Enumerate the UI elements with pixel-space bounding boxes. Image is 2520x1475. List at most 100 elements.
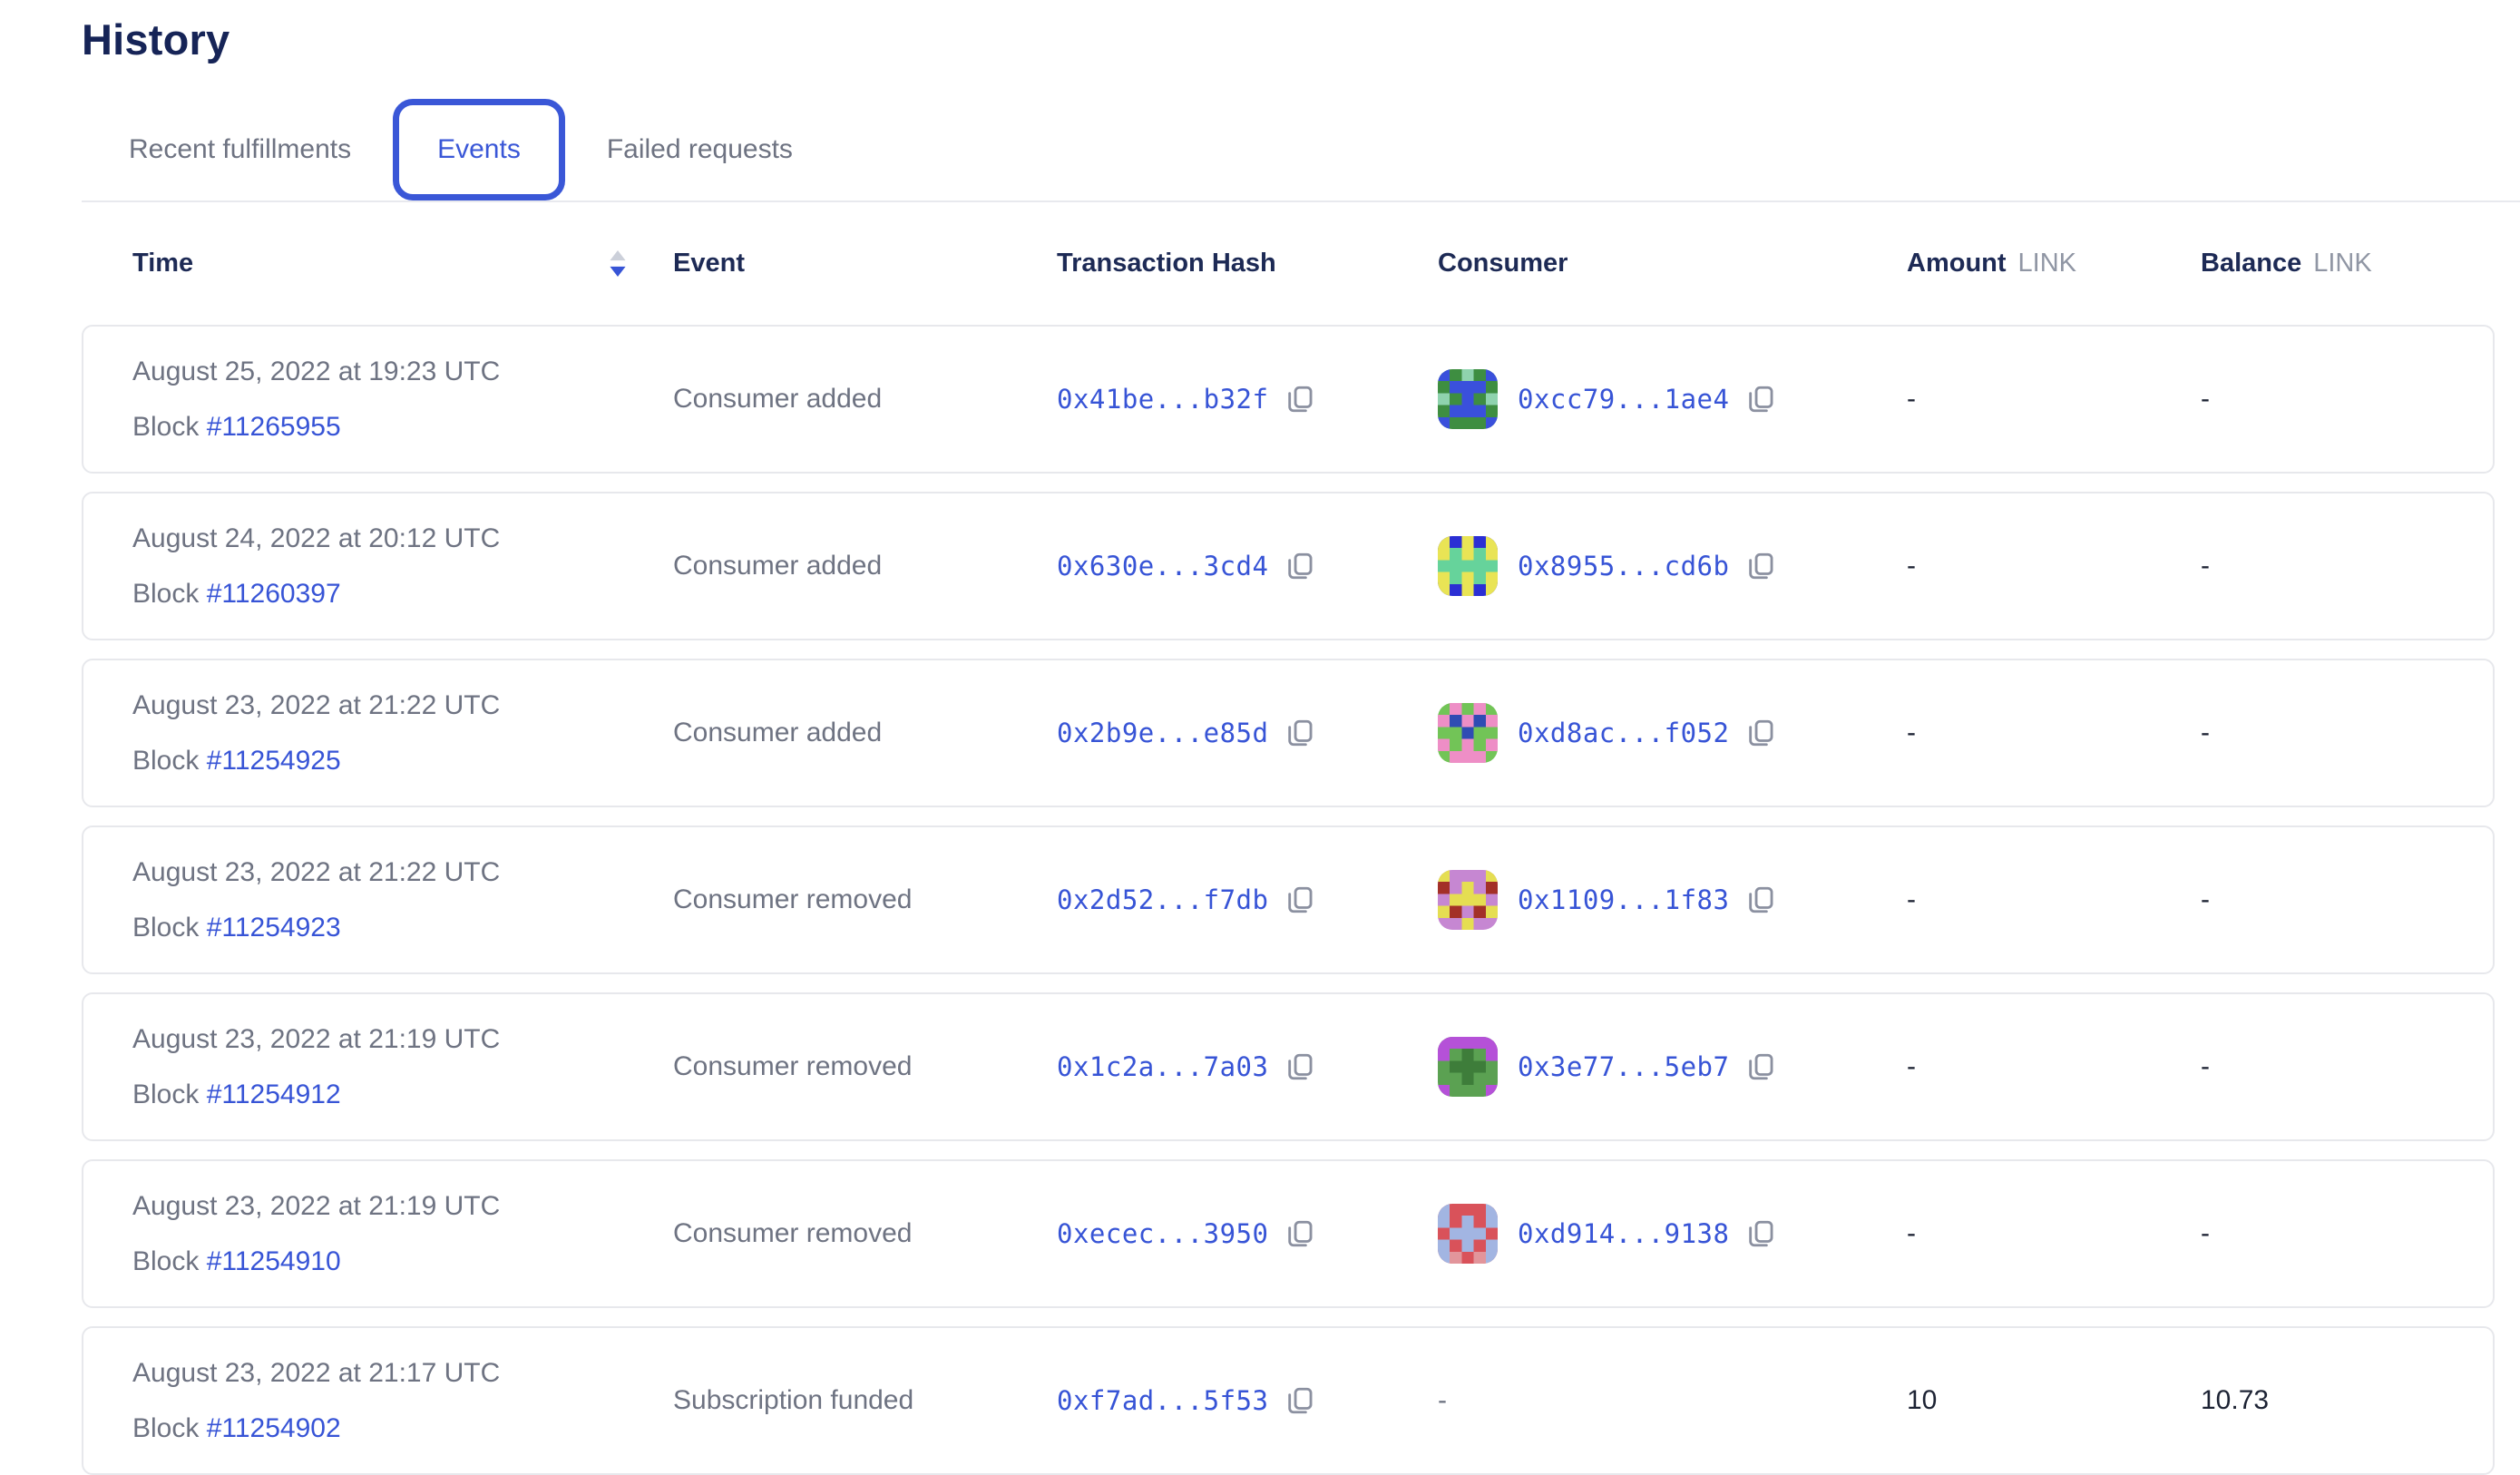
column-header-amount: Amount LINK <box>1907 249 2077 278</box>
time-cell: August 23, 2022 at 21:19 UTC Block #1125… <box>132 1191 673 1277</box>
transaction-hash-link[interactable]: 0x2d52...f7db <box>1057 884 1269 915</box>
copy-transaction-hash-icon[interactable] <box>1284 1218 1315 1249</box>
table-header-row: Time Event Transaction Hash Consumer Amo… <box>82 202 2495 325</box>
balance-cell: - <box>2201 551 2210 581</box>
event-timestamp: August 24, 2022 at 20:12 UTC <box>132 523 501 553</box>
consumer-cell: 0x1109...1f83 <box>1438 870 1907 930</box>
consumer-address-link[interactable]: 0x8955...cd6b <box>1518 551 1730 581</box>
balance-cell: 10.73 <box>2201 1385 2270 1415</box>
block-line: Block #11254912 <box>132 1079 341 1109</box>
block-number-link[interactable]: #11254925 <box>206 745 341 776</box>
event-timestamp: August 23, 2022 at 21:17 UTC <box>132 1357 501 1388</box>
amount-cell: - <box>1907 884 1916 914</box>
consumer-address-link[interactable]: 0x1109...1f83 <box>1518 884 1730 915</box>
copy-transaction-hash-icon[interactable] <box>1284 884 1315 915</box>
event-type-cell: Consumer removed <box>673 1051 913 1081</box>
transaction-hash-cell: 0x2d52...f7db <box>1057 884 1438 915</box>
copy-consumer-address-icon[interactable] <box>1745 884 1776 915</box>
transaction-hash-link[interactable]: 0x630e...3cd4 <box>1057 551 1269 581</box>
event-type-cell: Subscription funded <box>673 1385 914 1415</box>
amount-cell: - <box>1907 718 1916 747</box>
consumer-cell: 0xcc79...1ae4 <box>1438 369 1907 429</box>
block-line: Block #11254925 <box>132 745 341 776</box>
consumer-cell: 0x3e77...5eb7 <box>1438 1037 1907 1097</box>
block-line: Block #11254923 <box>132 912 341 943</box>
tab-failed-requests[interactable]: Failed requests <box>606 134 793 164</box>
amount-unit-label: LINK <box>2017 249 2077 278</box>
consumer-avatar <box>1438 536 1498 596</box>
balance-unit-label: LINK <box>2313 249 2372 278</box>
column-header-transaction-hash: Transaction Hash <box>1057 249 1276 278</box>
copy-consumer-address-icon[interactable] <box>1745 551 1776 581</box>
copy-consumer-address-icon[interactable] <box>1745 1051 1776 1082</box>
history-tabs: Recent fulfillments Events Failed reques… <box>127 93 2520 206</box>
balance-cell: - <box>2201 384 2210 414</box>
tabs-divider <box>82 200 2520 202</box>
block-number-link[interactable]: #11254902 <box>206 1412 341 1443</box>
table-row: August 23, 2022 at 21:17 UTC Block #1125… <box>82 1326 2495 1475</box>
consumer-avatar <box>1438 870 1498 930</box>
column-header-balance: Balance LINK <box>2201 249 2372 278</box>
transaction-hash-link[interactable]: 0xf7ad...5f53 <box>1057 1385 1269 1416</box>
event-type-cell: Consumer removed <box>673 884 913 914</box>
amount-cell: 10 <box>1907 1385 1938 1415</box>
copy-transaction-hash-icon[interactable] <box>1284 718 1315 748</box>
time-cell: August 23, 2022 at 21:22 UTC Block #1125… <box>132 857 673 943</box>
copy-transaction-hash-icon[interactable] <box>1284 551 1315 581</box>
block-number-link[interactable]: #11260397 <box>206 578 341 609</box>
consumer-address-link[interactable]: 0xd914...9138 <box>1518 1218 1730 1249</box>
transaction-hash-link[interactable]: 0x2b9e...e85d <box>1057 718 1269 748</box>
event-timestamp: August 25, 2022 at 19:23 UTC <box>132 356 501 386</box>
transaction-hash-cell: 0xecec...3950 <box>1057 1218 1438 1249</box>
column-header-time: Time <box>132 249 673 278</box>
consumer-cell: - <box>1438 1385 1907 1416</box>
event-type-cell: Consumer removed <box>673 1218 913 1248</box>
transaction-hash-cell: 0x2b9e...e85d <box>1057 718 1438 748</box>
transaction-hash-cell: 0x1c2a...7a03 <box>1057 1051 1438 1082</box>
transaction-hash-link[interactable]: 0xecec...3950 <box>1057 1218 1269 1249</box>
time-cell: August 25, 2022 at 19:23 UTC Block #1126… <box>132 357 673 443</box>
copy-transaction-hash-icon[interactable] <box>1284 1051 1315 1082</box>
block-number-link[interactable]: #11254912 <box>206 1079 341 1109</box>
page-title: History <box>82 15 230 63</box>
table-row: August 24, 2022 at 20:12 UTC Block #1126… <box>82 492 2495 640</box>
event-timestamp: August 23, 2022 at 21:22 UTC <box>132 856 501 887</box>
column-header-consumer: Consumer <box>1438 249 1568 278</box>
time-cell: August 23, 2022 at 21:19 UTC Block #1125… <box>132 1024 673 1110</box>
consumer-empty-dash: - <box>1438 1385 1447 1415</box>
transaction-hash-link[interactable]: 0x1c2a...7a03 <box>1057 1051 1269 1082</box>
balance-cell: - <box>2201 884 2210 914</box>
tab-events[interactable]: Events <box>393 99 565 200</box>
balance-cell: - <box>2201 1051 2210 1081</box>
block-number-link[interactable]: #11265955 <box>206 411 341 442</box>
consumer-avatar <box>1438 1037 1498 1097</box>
time-cell: August 23, 2022 at 21:22 UTC Block #1125… <box>132 690 673 777</box>
balance-cell: - <box>2201 1218 2210 1248</box>
tab-recent-fulfillments[interactable]: Recent fulfillments <box>129 134 352 164</box>
table-row: August 23, 2022 at 21:22 UTC Block #1125… <box>82 659 2495 807</box>
amount-cell: - <box>1907 384 1916 414</box>
consumer-address-link[interactable]: 0xd8ac...f052 <box>1518 718 1730 748</box>
transaction-hash-link[interactable]: 0x41be...b32f <box>1057 384 1269 415</box>
amount-cell: - <box>1907 551 1916 581</box>
event-timestamp: August 23, 2022 at 21:19 UTC <box>132 1023 501 1054</box>
copy-consumer-address-icon[interactable] <box>1745 1218 1776 1249</box>
sort-descending-icon[interactable] <box>608 250 628 277</box>
copy-consumer-address-icon[interactable] <box>1745 718 1776 748</box>
consumer-avatar <box>1438 1204 1498 1264</box>
history-page: History Recent fulfillments Events Faile… <box>0 15 2520 1475</box>
table-row: August 23, 2022 at 21:19 UTC Block #1125… <box>82 1159 2495 1308</box>
copy-transaction-hash-icon[interactable] <box>1284 1385 1315 1416</box>
copy-consumer-address-icon[interactable] <box>1745 384 1776 415</box>
block-number-link[interactable]: #11254910 <box>206 1245 341 1276</box>
table-row: August 25, 2022 at 19:23 UTC Block #1126… <box>82 325 2495 474</box>
event-timestamp: August 23, 2022 at 21:22 UTC <box>132 689 501 720</box>
consumer-address-link[interactable]: 0x3e77...5eb7 <box>1518 1051 1730 1082</box>
copy-transaction-hash-icon[interactable] <box>1284 384 1315 415</box>
consumer-cell: 0x8955...cd6b <box>1438 536 1907 596</box>
events-table: Time Event Transaction Hash Consumer Amo… <box>82 202 2495 1475</box>
event-type-cell: Consumer added <box>673 551 883 581</box>
consumer-address-link[interactable]: 0xcc79...1ae4 <box>1518 384 1730 415</box>
block-number-link[interactable]: #11254923 <box>206 912 341 943</box>
table-body: August 25, 2022 at 19:23 UTC Block #1126… <box>82 325 2495 1475</box>
